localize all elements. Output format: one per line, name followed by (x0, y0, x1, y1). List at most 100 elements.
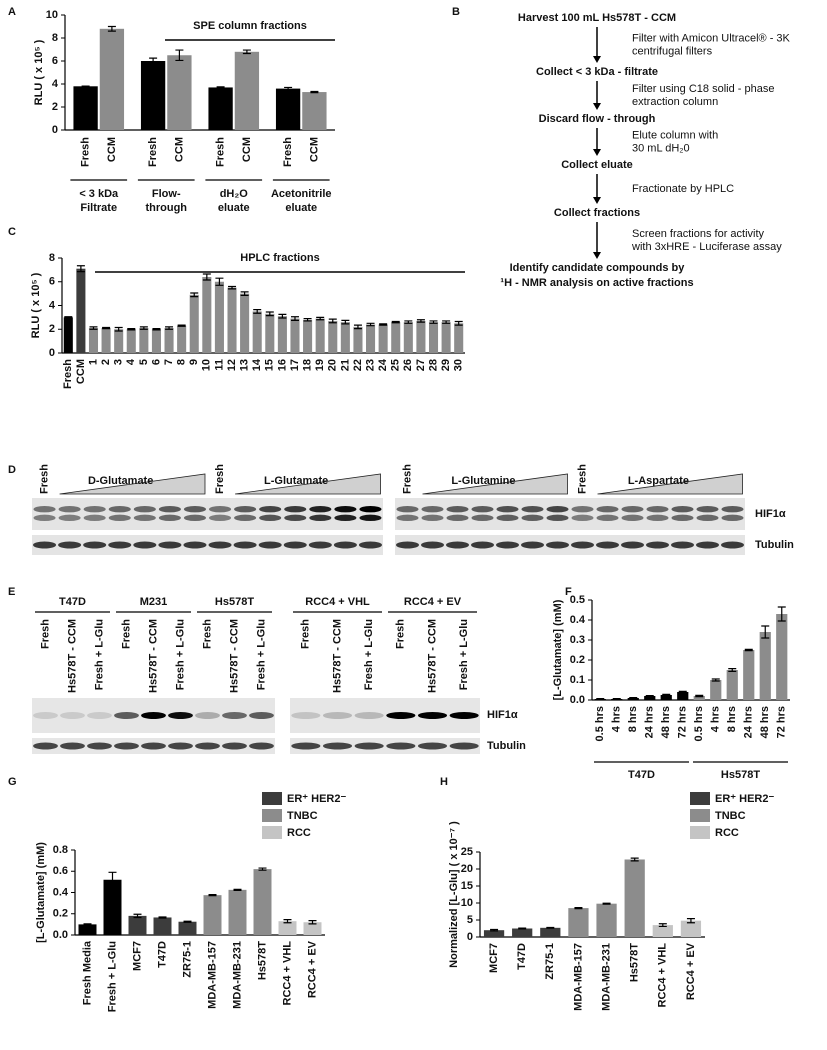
x-tick-label: RCC4 + VHL (657, 943, 669, 1008)
error-bar (744, 648, 753, 652)
x-category-label: eluate (218, 202, 250, 214)
panel-label: B (452, 6, 460, 18)
y-tick-label: 0.6 (53, 865, 68, 877)
x-tick-label: 48 hrs (660, 706, 672, 738)
blot-band (249, 742, 274, 750)
blot-band (671, 541, 694, 549)
x-tick-label: MDA-MB-157 (206, 941, 218, 1009)
bar (454, 323, 464, 353)
lane-label: Fresh (300, 619, 312, 649)
blot-band (60, 712, 85, 719)
x-category-label: dH₂O (220, 188, 249, 200)
blot-band (446, 506, 469, 513)
blot-band (108, 514, 131, 522)
lane-label: Fresh (214, 464, 226, 494)
bar (103, 879, 122, 935)
bar (253, 869, 272, 935)
lane-label: Fresh + L-Glu (93, 619, 105, 690)
error-bar (233, 888, 242, 891)
error-bar (454, 320, 463, 326)
x-tick-label: 8 hrs (627, 706, 639, 732)
y-tick-label: 0.8 (53, 844, 68, 856)
bar (302, 92, 327, 130)
bar (278, 921, 297, 935)
error-bar (253, 309, 262, 314)
blot-band (646, 541, 669, 549)
y-tick-label: 10 (46, 9, 58, 21)
error-bar (165, 326, 174, 330)
error-bar (404, 320, 413, 324)
y-axis-label: RLU ( x 10⁵ ) (30, 272, 42, 338)
blot-band (114, 742, 139, 750)
error-bar (83, 923, 92, 926)
blot-band (322, 712, 353, 719)
bar (568, 908, 589, 937)
blot-band (621, 506, 644, 513)
blot-band (291, 712, 321, 719)
error-bar (310, 90, 319, 94)
panel-label: D (8, 464, 16, 476)
blot-band (60, 742, 85, 750)
error-bar (596, 698, 605, 700)
blot-band (596, 506, 619, 513)
series-label: Fresh (215, 137, 227, 167)
error-bar (711, 678, 720, 682)
flow-note: Screen fractions for activity (632, 228, 765, 240)
y-tick-label: 0.4 (570, 614, 586, 626)
blot-band (596, 514, 619, 522)
x-tick-label: RCC4 + EV (306, 940, 318, 998)
panel-label: G (8, 776, 17, 788)
lane-label: Fresh (38, 464, 50, 494)
blot-tubulin (32, 535, 383, 555)
treatment-label: L-Glutamine (451, 475, 515, 487)
blot-band (259, 506, 282, 513)
error-bar (416, 319, 425, 323)
lane-label: Hs578T - CCM (147, 619, 159, 693)
bar (78, 924, 97, 935)
flow-note: Fractionate by HPLC (632, 183, 734, 195)
panel-label: A (8, 6, 16, 18)
bar (693, 696, 705, 700)
y-tick-label: 0.1 (570, 674, 585, 686)
x-tick-label: 2 (100, 359, 112, 365)
x-tick-label: Hs578T (256, 941, 268, 980)
blot-band (671, 506, 694, 513)
bar (76, 268, 86, 353)
bar (680, 920, 702, 937)
error-bar (175, 49, 184, 62)
x-tick-label: RCC4 + EV (685, 942, 697, 1000)
bar (540, 927, 561, 937)
blot-band (696, 514, 719, 522)
blot-band (721, 506, 744, 513)
error-bar (183, 920, 192, 923)
legend-label: RCC (287, 827, 311, 839)
legend-label: TNBC (715, 810, 746, 822)
blot-band (233, 541, 257, 549)
error-bar (546, 926, 555, 929)
blot-band (291, 742, 321, 750)
blot-band (721, 541, 744, 549)
band-label: Tubulin (487, 740, 526, 752)
bar (759, 632, 771, 700)
bar (63, 317, 73, 353)
group-label: Hs578T (721, 769, 760, 781)
error-bar (177, 324, 186, 327)
x-tick-label: 8 (176, 359, 188, 365)
blot-band (83, 506, 106, 513)
band-label: Tubulin (755, 539, 794, 551)
blot-band (396, 541, 419, 549)
bar (644, 696, 656, 700)
bar (512, 928, 533, 937)
flow-step: Harvest 100 mL Hs578T - CCM (518, 12, 676, 24)
y-tick-label: 8 (52, 32, 58, 44)
group-label: RCC4 + EV (404, 596, 462, 608)
bar (126, 329, 136, 353)
bar (227, 287, 237, 353)
error-bar (202, 273, 211, 281)
error-bar (490, 928, 499, 932)
blot-band (208, 541, 232, 549)
blot-band (333, 541, 357, 549)
treatment-label: L-Glutamate (264, 475, 328, 487)
series-label: CCM (308, 137, 320, 162)
